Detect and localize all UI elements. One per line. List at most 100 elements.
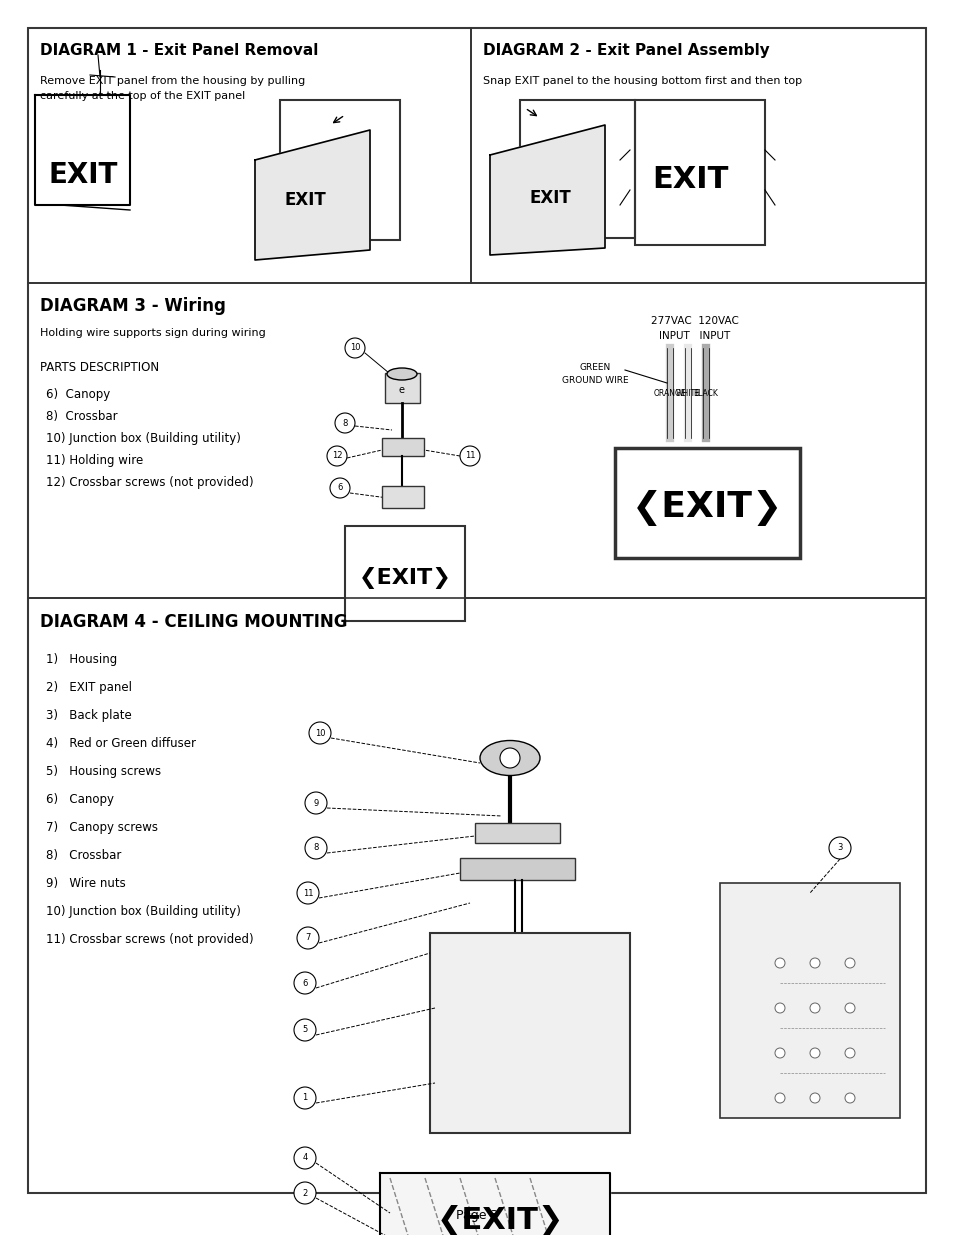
Circle shape (309, 722, 331, 743)
Circle shape (844, 1003, 854, 1013)
Text: GROUND WIRE: GROUND WIRE (561, 375, 628, 385)
Circle shape (305, 792, 327, 814)
Text: 1: 1 (302, 1093, 307, 1103)
Text: 12: 12 (332, 452, 342, 461)
Text: 8: 8 (313, 844, 318, 852)
Text: 10: 10 (350, 343, 360, 352)
Text: 6: 6 (337, 483, 342, 493)
Text: 6)   Canopy: 6) Canopy (46, 793, 113, 806)
Bar (475, 823, 559, 844)
Text: 8)  Crossbar: 8) Crossbar (46, 410, 117, 424)
Text: 12) Crossbar screws (not provided): 12) Crossbar screws (not provided) (46, 475, 253, 489)
Text: Remove EXIT panel from the housing by pulling: Remove EXIT panel from the housing by pu… (40, 77, 305, 86)
Text: DIAGRAM 4 - CEILING MOUNTING: DIAGRAM 4 - CEILING MOUNTING (40, 613, 347, 631)
Text: 9: 9 (313, 799, 318, 808)
Circle shape (809, 1003, 820, 1013)
Text: 6: 6 (302, 978, 308, 988)
Circle shape (345, 338, 365, 358)
Text: 7)   Canopy screws: 7) Canopy screws (46, 821, 158, 834)
Text: 1)   Housing: 1) Housing (46, 653, 117, 666)
Circle shape (844, 958, 854, 968)
Text: carefully at the top of the EXIT panel: carefully at the top of the EXIT panel (40, 91, 245, 101)
Circle shape (294, 1087, 315, 1109)
Text: 4: 4 (302, 1153, 307, 1162)
Bar (28, 28, 471, 283)
Circle shape (459, 446, 479, 466)
Text: GREEN: GREEN (578, 363, 610, 372)
Circle shape (828, 837, 850, 860)
Circle shape (296, 882, 318, 904)
Text: ❮EXIT❯: ❮EXIT❯ (358, 567, 451, 589)
Circle shape (335, 412, 355, 433)
Bar (381, 487, 423, 508)
Text: Page 3: Page 3 (456, 1209, 497, 1221)
Bar (471, 28, 925, 283)
Text: 5: 5 (302, 1025, 307, 1035)
Text: PARTS DESCRIPTION: PARTS DESCRIPTION (40, 361, 159, 374)
Text: WHITE: WHITE (675, 389, 700, 398)
Text: 10) Junction box (Building utility): 10) Junction box (Building utility) (46, 432, 240, 445)
Polygon shape (379, 1173, 609, 1235)
Circle shape (499, 748, 519, 768)
Text: Snap EXIT panel to the housing bottom first and then top: Snap EXIT panel to the housing bottom fi… (482, 77, 801, 86)
Bar (519, 100, 635, 238)
Circle shape (774, 1049, 784, 1058)
Circle shape (294, 1019, 315, 1041)
Bar (720, 883, 899, 1118)
Text: DIAGRAM 1 - Exit Panel Removal: DIAGRAM 1 - Exit Panel Removal (40, 43, 318, 58)
Circle shape (809, 958, 820, 968)
Circle shape (844, 1093, 854, 1103)
Bar (280, 100, 399, 240)
Text: 11: 11 (302, 888, 313, 898)
Circle shape (809, 1093, 820, 1103)
Polygon shape (254, 130, 370, 261)
Text: 8: 8 (342, 419, 347, 427)
Circle shape (294, 1182, 315, 1204)
Bar (459, 858, 575, 881)
Bar (381, 438, 423, 456)
Text: 277VAC  120VAC: 277VAC 120VAC (650, 316, 739, 326)
Text: 5)   Housing screws: 5) Housing screws (46, 764, 161, 778)
Text: EXIT: EXIT (651, 165, 727, 194)
Circle shape (327, 446, 347, 466)
Text: 11) Holding wire: 11) Holding wire (46, 454, 143, 467)
Circle shape (296, 927, 318, 948)
Text: 9)   Wire nuts: 9) Wire nuts (46, 877, 126, 890)
Text: ❮EXIT❯: ❮EXIT❯ (631, 490, 781, 526)
Circle shape (809, 1049, 820, 1058)
Text: BLACK: BLACK (693, 389, 718, 398)
Text: EXIT: EXIT (529, 189, 570, 207)
Text: ❮EXIT❯: ❮EXIT❯ (436, 1205, 563, 1235)
Ellipse shape (387, 368, 416, 380)
Circle shape (774, 1003, 784, 1013)
Text: 11) Crossbar screws (not provided): 11) Crossbar screws (not provided) (46, 932, 253, 946)
Text: 4)   Red or Green diffuser: 4) Red or Green diffuser (46, 737, 195, 750)
Text: 2)   EXIT panel: 2) EXIT panel (46, 680, 132, 694)
Polygon shape (490, 125, 604, 254)
Text: 10) Junction box (Building utility): 10) Junction box (Building utility) (46, 905, 240, 918)
Text: Holding wire supports sign during wiring: Holding wire supports sign during wiring (40, 329, 266, 338)
Bar (345, 526, 464, 621)
Text: EXIT: EXIT (49, 161, 117, 189)
Bar (635, 100, 764, 245)
Text: 3: 3 (837, 844, 841, 852)
Text: ORANGE: ORANGE (653, 389, 685, 398)
Circle shape (294, 1147, 315, 1170)
Circle shape (305, 837, 327, 860)
Text: EXIT: EXIT (284, 191, 326, 209)
Text: 8)   Crossbar: 8) Crossbar (46, 848, 121, 862)
Text: 10: 10 (314, 729, 325, 737)
Bar (28, 283, 925, 598)
Ellipse shape (479, 741, 539, 776)
Bar (615, 448, 800, 558)
Text: 7: 7 (305, 934, 311, 942)
Circle shape (774, 1093, 784, 1103)
Text: 6)  Canopy: 6) Canopy (46, 388, 111, 401)
Text: INPUT   INPUT: INPUT INPUT (659, 331, 730, 341)
Text: e: e (398, 385, 405, 395)
Bar (28, 598, 925, 1193)
Text: 2: 2 (302, 1188, 307, 1198)
Bar (385, 373, 419, 403)
Bar (430, 932, 629, 1132)
Text: 11: 11 (464, 452, 475, 461)
